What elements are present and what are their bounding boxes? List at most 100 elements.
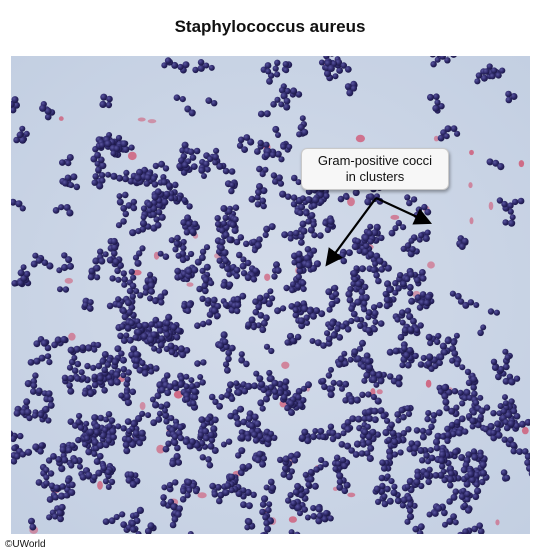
stain-artifact bbox=[68, 332, 76, 341]
coccus bbox=[158, 299, 165, 306]
coccus bbox=[364, 423, 371, 430]
coccus bbox=[375, 277, 382, 285]
coccus bbox=[114, 378, 121, 386]
coccus bbox=[225, 349, 233, 357]
coccus bbox=[274, 307, 282, 315]
coccus bbox=[191, 387, 199, 395]
coccus bbox=[472, 399, 480, 406]
coccus bbox=[280, 143, 287, 150]
coccus bbox=[33, 340, 41, 348]
coccus bbox=[255, 322, 262, 329]
coccus bbox=[116, 301, 123, 309]
coccus bbox=[353, 440, 362, 448]
coccus bbox=[425, 410, 432, 417]
coccus bbox=[367, 238, 374, 245]
coccus bbox=[37, 411, 45, 418]
coccus bbox=[274, 267, 282, 274]
coccus bbox=[359, 265, 366, 273]
coccus bbox=[340, 430, 347, 437]
coccus bbox=[202, 427, 210, 435]
coccus bbox=[422, 234, 430, 242]
coccus bbox=[254, 456, 262, 464]
coccus bbox=[313, 307, 320, 315]
coccus bbox=[325, 288, 333, 296]
coccus bbox=[226, 271, 233, 278]
coccus bbox=[462, 428, 469, 435]
coccus bbox=[508, 219, 516, 227]
coccus bbox=[345, 290, 353, 298]
coccus bbox=[100, 464, 108, 471]
coccus bbox=[256, 432, 264, 440]
coccus bbox=[353, 396, 361, 404]
coccus bbox=[295, 250, 303, 258]
coccus bbox=[220, 205, 228, 212]
coccus bbox=[199, 254, 206, 262]
coccus bbox=[73, 183, 81, 191]
coccus bbox=[147, 336, 155, 344]
coccus bbox=[203, 62, 210, 69]
coccus bbox=[317, 427, 325, 435]
coccus bbox=[91, 381, 99, 389]
coccus bbox=[361, 377, 368, 384]
coccus bbox=[410, 317, 417, 325]
stain-artifact bbox=[518, 160, 525, 168]
coccus bbox=[470, 375, 478, 383]
coccus bbox=[459, 364, 466, 371]
coccus bbox=[97, 414, 105, 422]
coccus bbox=[479, 478, 486, 486]
coccus bbox=[85, 471, 93, 479]
coccus bbox=[136, 322, 143, 329]
coccus bbox=[444, 437, 451, 444]
stain-artifact bbox=[58, 116, 64, 121]
coccus bbox=[235, 388, 243, 397]
coccus bbox=[256, 375, 264, 383]
coccus bbox=[305, 381, 312, 389]
coccus bbox=[26, 414, 33, 422]
coccus bbox=[244, 524, 251, 531]
coccus bbox=[315, 505, 323, 513]
coccus bbox=[295, 394, 302, 401]
coccus bbox=[19, 205, 26, 212]
coccus bbox=[124, 299, 132, 307]
coccus bbox=[158, 335, 166, 342]
coccus bbox=[297, 209, 304, 217]
coccus bbox=[20, 264, 27, 271]
coccus bbox=[13, 409, 21, 417]
coccus bbox=[300, 285, 307, 293]
coccus bbox=[209, 482, 217, 490]
coccus bbox=[476, 522, 484, 529]
coccus bbox=[45, 417, 52, 424]
coccus bbox=[350, 310, 358, 318]
coccus bbox=[105, 469, 112, 476]
coccus bbox=[483, 404, 491, 411]
coccus bbox=[261, 495, 269, 503]
coccus bbox=[296, 267, 304, 275]
coccus bbox=[199, 454, 206, 461]
coccus bbox=[268, 223, 276, 231]
coccus bbox=[503, 419, 510, 426]
coccus bbox=[505, 90, 512, 98]
coccus bbox=[120, 337, 128, 344]
coccus bbox=[52, 207, 60, 214]
coccus bbox=[446, 518, 453, 525]
coccus bbox=[276, 174, 283, 182]
coccus bbox=[341, 487, 349, 495]
coccus bbox=[395, 497, 402, 505]
coccus bbox=[271, 273, 278, 280]
coccus bbox=[397, 272, 404, 279]
coccus bbox=[52, 494, 59, 501]
copyright-notice: ©UWorld bbox=[5, 539, 46, 550]
coccus bbox=[377, 377, 385, 385]
coccus bbox=[105, 411, 113, 418]
coccus bbox=[71, 354, 78, 361]
coccus bbox=[339, 323, 346, 330]
coccus bbox=[454, 130, 461, 137]
coccus bbox=[379, 459, 386, 467]
coccus bbox=[273, 261, 280, 269]
coccus bbox=[173, 452, 181, 461]
coccus bbox=[98, 172, 106, 179]
coccus bbox=[229, 221, 237, 228]
coccus bbox=[401, 345, 408, 352]
coccus bbox=[79, 344, 87, 351]
coccus bbox=[419, 433, 427, 441]
